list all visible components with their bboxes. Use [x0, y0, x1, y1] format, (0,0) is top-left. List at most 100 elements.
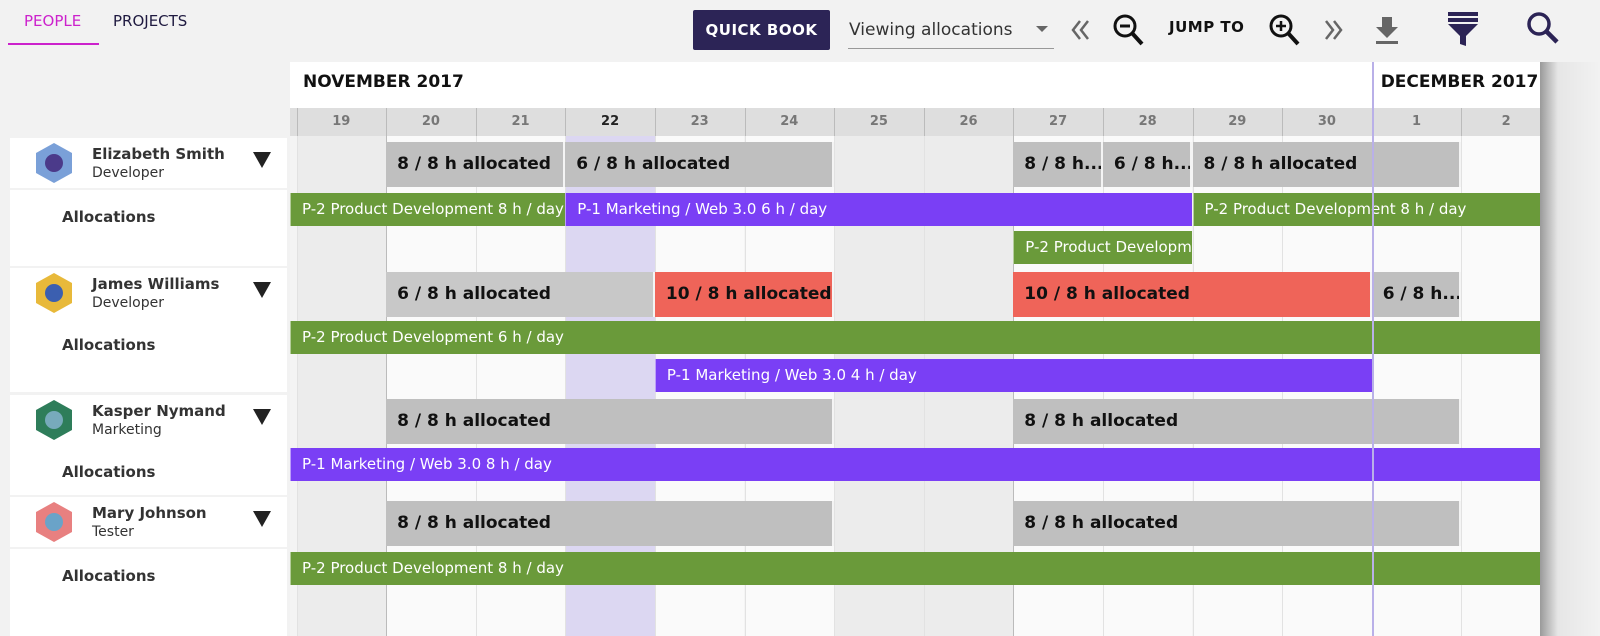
allocation-summary[interactable]: 8 / 8 h allocated	[386, 399, 835, 444]
month-boundary	[1371, 62, 1374, 636]
allocation-summary[interactable]: 8 / 8 h allocated	[1192, 142, 1462, 187]
day-label: 23	[690, 114, 709, 129]
allocation-summary[interactable]: 6 / 8 h...	[1371, 272, 1462, 317]
people-panel: Elizabeth Smith Developer Allocations James…	[0, 0, 290, 636]
expand-toggle[interactable]	[253, 409, 271, 425]
person-name: James Williams	[92, 275, 220, 293]
month-header	[290, 62, 1540, 108]
day-label: 22	[601, 114, 620, 129]
day-divider	[565, 108, 567, 136]
allocations-label: Allocations	[62, 567, 156, 585]
day-divider	[1013, 108, 1015, 136]
person-role: Marketing	[92, 422, 162, 438]
zoom-in-button[interactable]	[1268, 13, 1300, 47]
expand-toggle[interactable]	[253, 152, 271, 168]
day-header	[290, 108, 1540, 136]
day-divider	[386, 108, 388, 136]
person-name: Elizabeth Smith	[92, 145, 225, 163]
person-avatar	[36, 400, 72, 440]
day-divider	[1282, 108, 1284, 136]
download-button[interactable]	[1374, 15, 1400, 45]
person-card: Kasper Nymand Marketing	[10, 395, 287, 445]
day-label: 19	[332, 114, 351, 129]
project-allocation[interactable]: P-1 Marketing / Web 3.0 6 h / day	[565, 193, 1193, 226]
projects-tab[interactable]: PROJECTS	[113, 12, 188, 30]
jump-to-button[interactable]: JUMP TO	[1169, 18, 1245, 36]
allocation-summary[interactable]: 8 / 8 h...	[1013, 142, 1103, 187]
day-divider	[1102, 108, 1104, 136]
project-allocation[interactable]: P-2 Product Development 6 h / day	[290, 321, 1540, 354]
day-label: 1	[1411, 114, 1421, 129]
person-role: Developer	[92, 295, 165, 311]
day-label: 20	[421, 114, 440, 129]
allocation-summary[interactable]: 8 / 8 h allocated	[1013, 501, 1462, 546]
active-tab-underline	[8, 43, 99, 45]
allocation-summary[interactable]: 6 / 8 h...	[1102, 142, 1193, 187]
allocation-summary[interactable]: 8 / 8 h allocated	[386, 501, 835, 546]
day-label: 25	[869, 114, 888, 129]
month-label: NOVEMBER 2017	[303, 72, 464, 92]
allocation-summary[interactable]: 6 / 8 h allocated	[386, 272, 655, 317]
day-divider	[296, 108, 298, 136]
day-label: 21	[511, 114, 530, 129]
people-tab[interactable]: PEOPLE	[24, 12, 82, 30]
day-divider	[1192, 108, 1194, 136]
expand-toggle[interactable]	[253, 282, 271, 298]
allocation-summary[interactable]: 10 / 8 h allocated	[1013, 272, 1372, 317]
allocation-summary[interactable]: 8 / 8 h allocated	[1013, 399, 1462, 444]
person-card: Elizabeth Smith Developer	[10, 138, 287, 188]
day-label: 27	[1049, 114, 1068, 129]
day-divider	[654, 108, 656, 136]
day-label: 24	[780, 114, 799, 129]
previous-button[interactable]	[1070, 18, 1092, 42]
day-divider	[744, 108, 746, 136]
project-allocation[interactable]: P-1 Marketing / Web 3.0 4 h / day	[654, 359, 1372, 392]
view-select[interactable]: Viewing allocations	[848, 10, 1054, 49]
filter-button[interactable]	[1446, 10, 1480, 48]
person-card: Mary Johnson Tester	[10, 497, 287, 547]
project-allocation[interactable]: P-1 Marketing / Web 3.0 8 h / day	[290, 448, 1540, 481]
day-divider	[475, 108, 477, 136]
day-divider	[923, 108, 925, 136]
zoom-out-button[interactable]	[1112, 13, 1144, 47]
project-allocation[interactable]: P-2 Product Development 8 h / day	[1192, 193, 1540, 226]
person-name: Kasper Nymand	[92, 402, 226, 420]
project-allocation[interactable]: P-2 Product Development 8 h / day	[290, 193, 566, 226]
allocations-card: Allocations	[10, 190, 287, 266]
allocation-summary[interactable]: 8 / 8 h allocated	[386, 142, 566, 187]
person-card: James Williams Developer	[10, 268, 287, 318]
person-avatar	[36, 273, 72, 313]
day-label: 28	[1138, 114, 1157, 129]
allocations-card: Allocations	[10, 445, 287, 495]
month-label: DECEMBER 2017	[1380, 72, 1539, 92]
day-divider	[1461, 108, 1463, 136]
person-role: Developer	[92, 165, 165, 181]
project-allocation[interactable]: P-2 Product Developme	[1013, 231, 1193, 264]
search-button[interactable]	[1526, 11, 1560, 45]
project-allocation[interactable]: P-2 Product Development 8 h / day	[290, 552, 1540, 585]
person-name: Mary Johnson	[92, 504, 207, 522]
person-role: Tester	[92, 524, 134, 540]
allocation-summary[interactable]: 6 / 8 h allocated	[565, 142, 835, 187]
person-avatar	[36, 143, 72, 183]
allocations-label: Allocations	[62, 463, 156, 481]
timeline-grid: NOVEMBER 2017 DECEMBER 2017 19 20 21 22 23 24 25…	[290, 62, 1540, 636]
person-avatar	[36, 502, 72, 542]
allocations-card: Allocations	[10, 549, 287, 636]
dropdown-arrow	[1036, 26, 1048, 32]
view-select-value: Viewing allocations	[849, 20, 1013, 40]
allocation-summary[interactable]: 10 / 8 h allocated	[654, 272, 835, 317]
day-label: 29	[1228, 114, 1247, 129]
allocations-label: Allocations	[62, 208, 156, 226]
quick-book-button[interactable]: QUICK BOOK	[693, 10, 830, 50]
allocations-label: Allocations	[62, 336, 156, 354]
scroll-shadow	[1540, 62, 1600, 636]
day-divider	[834, 108, 836, 136]
expand-toggle[interactable]	[253, 511, 271, 527]
day-label: 26	[959, 114, 978, 129]
allocations-card: Allocations	[10, 318, 287, 392]
next-button[interactable]	[1322, 18, 1344, 42]
day-label: 30	[1317, 114, 1336, 129]
day-label: 2	[1501, 114, 1511, 129]
